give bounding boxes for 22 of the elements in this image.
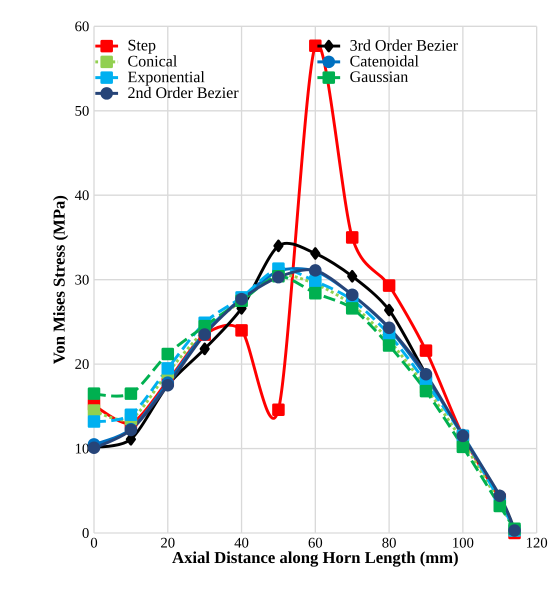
x-tick-label: 60 (308, 538, 322, 548)
y-tick-label: 50 (75, 106, 89, 116)
y-tick-label: 60 (75, 21, 89, 32)
x-tick-label: 40 (234, 538, 248, 548)
x-tick-label: 80 (382, 538, 396, 548)
legend-label: Catenoidal (350, 55, 419, 67)
legend-label: 3rd Order Bezier (350, 40, 458, 51)
y-tick-label: 0 (82, 528, 89, 538)
x-tick-label: 0 (90, 538, 98, 548)
y-tick-label: 30 (75, 274, 89, 285)
y-axis-title: Von Mises Stress (MPa) (53, 196, 68, 364)
x-axis-title: Axial Distance along Horn Length (mm) (172, 551, 458, 567)
y-tick-label: 40 (74, 190, 89, 200)
legend-label: 2nd Order Bezier (128, 86, 238, 98)
x-tick-label: 20 (161, 538, 175, 548)
x-tick-label: 100 (453, 538, 474, 548)
x-tick-label: 120 (526, 538, 548, 548)
legend-label: Step (128, 40, 156, 54)
y-tick-label: 20 (75, 359, 89, 370)
legend-label: Exponential (128, 71, 205, 86)
legend-label: Conical (128, 55, 177, 67)
legend-label: Gaussian (350, 71, 408, 82)
